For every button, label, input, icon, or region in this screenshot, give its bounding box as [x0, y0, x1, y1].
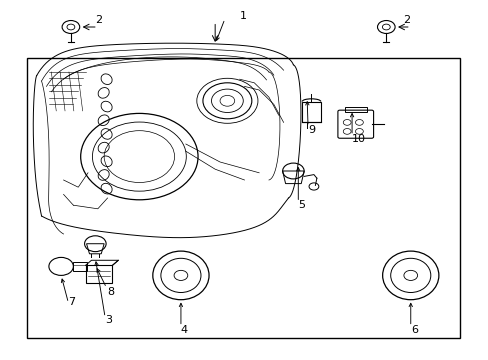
Text: 2: 2	[403, 15, 410, 25]
Text: 7: 7	[68, 297, 76, 307]
Bar	[302, 102, 320, 122]
Circle shape	[67, 24, 75, 30]
Text: 2: 2	[95, 15, 102, 25]
Bar	[85, 265, 112, 283]
Text: 5: 5	[298, 200, 305, 210]
Text: 10: 10	[351, 134, 366, 144]
Circle shape	[62, 21, 80, 33]
Bar	[344, 107, 366, 112]
Bar	[73, 262, 87, 271]
Text: 8: 8	[107, 287, 115, 297]
Text: 1: 1	[239, 11, 246, 21]
Text: 4: 4	[181, 325, 188, 335]
Bar	[27, 58, 459, 338]
Circle shape	[382, 24, 389, 30]
Circle shape	[377, 21, 394, 33]
Text: 6: 6	[410, 325, 417, 335]
Text: 3: 3	[105, 315, 112, 325]
Text: 9: 9	[307, 125, 315, 135]
